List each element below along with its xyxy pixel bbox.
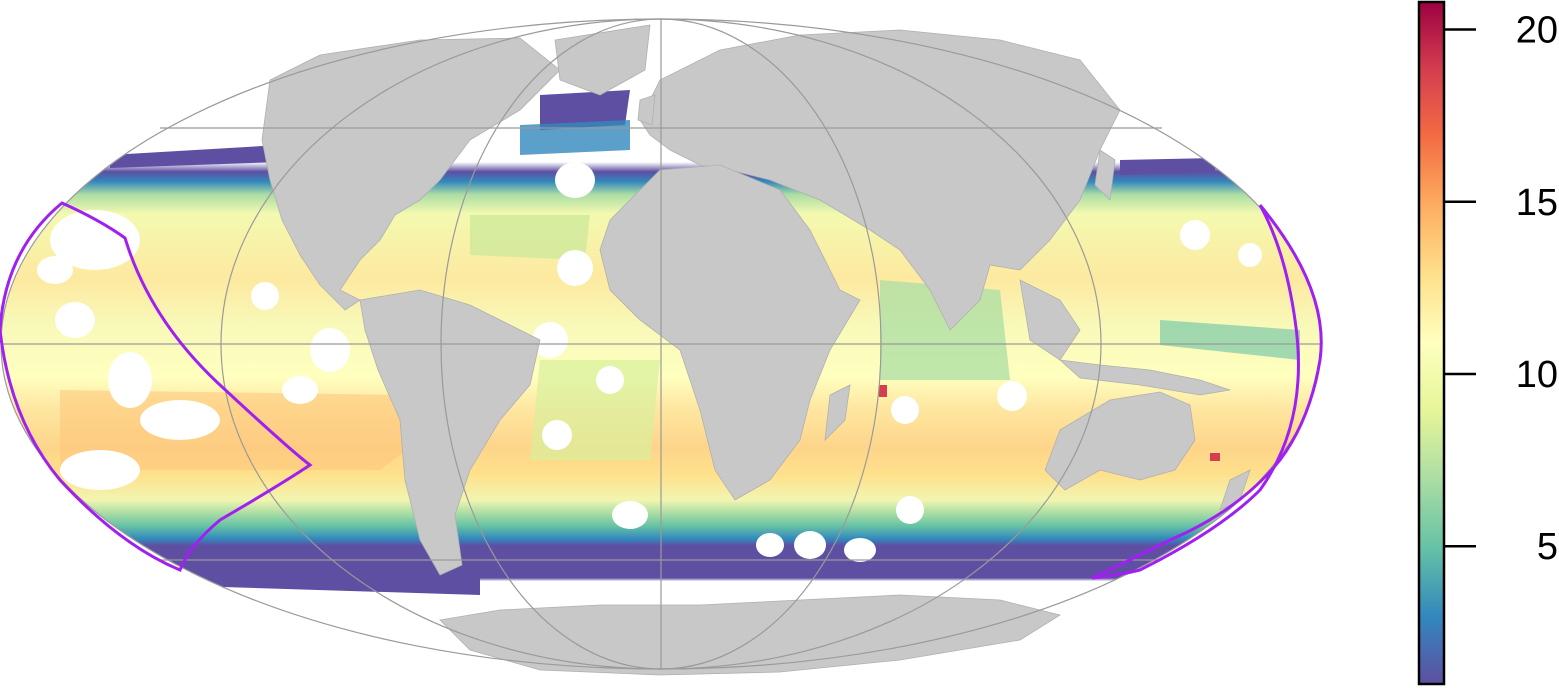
south-america <box>359 289 541 576</box>
hotspot-mauritius <box>879 385 887 397</box>
boundary-east <box>1091 204 1323 580</box>
boundary-west <box>0 201 313 572</box>
uk <box>637 94 656 126</box>
hotspot-tasman <box>1210 453 1220 461</box>
south-pacific-dark-tongue <box>160 560 480 595</box>
madagascar <box>824 384 851 442</box>
north-atlantic-blue-patch <box>520 120 630 155</box>
africa <box>599 164 861 501</box>
north-atlantic-green-patch <box>470 215 590 260</box>
colorbar-tick-label: 5 <box>1537 526 1558 568</box>
colorbar-ramp <box>1417 0 1446 686</box>
colorbar-tick-label: 20 <box>1516 10 1558 52</box>
north-atlantic-dark-patch <box>540 90 630 130</box>
colorbar-ticks: 5 10 15 20 <box>1444 10 1558 568</box>
indonesia <box>1058 359 1231 396</box>
north-pacific-east-patch <box>110 145 280 168</box>
colorbar-tick-label: 15 <box>1516 182 1558 224</box>
southeast-asia <box>1019 279 1081 361</box>
missing-data-blobs <box>37 162 1262 562</box>
indian-ocean-green-patch <box>880 280 1010 380</box>
indonesia-green-patch <box>1160 320 1300 360</box>
colorbar: 5 10 15 20 <box>1417 0 1558 686</box>
japan <box>1094 149 1116 201</box>
north-pacific-west-patch <box>1120 158 1215 175</box>
boundary-lines <box>0 201 1323 580</box>
north-america <box>261 37 561 311</box>
meridian-180-inner <box>440 18 882 670</box>
colorbar-tick-label: 10 <box>1516 354 1558 396</box>
